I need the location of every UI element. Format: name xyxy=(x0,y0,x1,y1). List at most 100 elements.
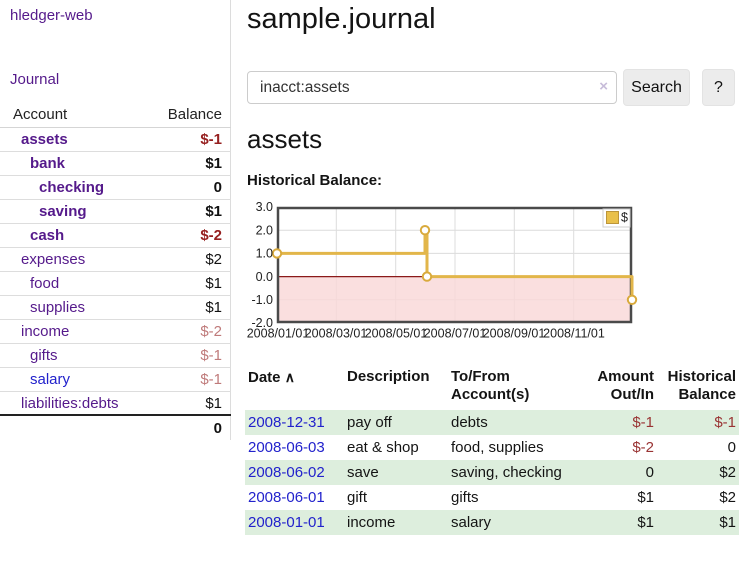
transaction-amount: $-2 xyxy=(632,439,654,456)
account-link-gifts[interactable]: gifts xyxy=(30,347,58,364)
transaction-date-link[interactable]: 2008-06-03 xyxy=(248,439,325,456)
register-header-row: Date ∧ Description To/From Account(s) Am… xyxy=(245,366,739,410)
transaction-accounts: saving, checking xyxy=(451,464,562,481)
account-link-food[interactable]: food xyxy=(30,275,60,292)
account-row-bank: bank $1 xyxy=(0,152,231,176)
account-link-supplies[interactable]: supplies xyxy=(30,299,86,316)
svg-text:0.0: 0.0 xyxy=(256,270,273,284)
account-balance: $1 xyxy=(205,394,222,412)
account-link-income[interactable]: income xyxy=(21,323,70,340)
account-row-expenses: expenses $2 xyxy=(0,248,231,272)
account-balance: $1 xyxy=(205,299,222,316)
account-link-expenses[interactable]: expenses xyxy=(21,251,86,268)
account-link-bank[interactable]: bank xyxy=(30,155,66,172)
transaction-amount: 0 xyxy=(645,464,654,481)
account-row-saving: saving $1 xyxy=(0,200,231,224)
transaction-date-link[interactable]: 2008-06-01 xyxy=(248,489,325,506)
help-button[interactable]: ? xyxy=(702,69,735,106)
svg-text:2008/01/01: 2008/01/01 xyxy=(247,327,310,341)
account-row-assets: assets $-1 xyxy=(0,128,231,152)
account-balance: $1 xyxy=(205,275,222,292)
transaction-accounts: debts xyxy=(451,414,488,431)
svg-text:2008/07/01: 2008/07/01 xyxy=(424,327,487,341)
chart-border xyxy=(276,206,633,324)
account-balance: $1 xyxy=(205,203,222,220)
account-link-checking[interactable]: checking xyxy=(39,179,105,196)
register-row: 2008-12-31 pay off debts $-1 $-1 xyxy=(245,410,739,435)
register-row: 2008-06-01 gift gifts $1 $2 xyxy=(245,485,739,510)
chart-legend: $ xyxy=(602,208,631,228)
register-table: Date ∧ Description To/From Account(s) Am… xyxy=(245,366,739,535)
transaction-description: pay off xyxy=(347,414,392,431)
transaction-description: eat & shop xyxy=(347,439,419,456)
transaction-date-link[interactable]: 2008-01-01 xyxy=(248,514,325,531)
transaction-date-link[interactable]: 2008-12-31 xyxy=(248,414,325,431)
account-row-gifts: gifts $-1 xyxy=(0,344,231,368)
legend-label: $ xyxy=(621,211,628,225)
account-balance: $-2 xyxy=(200,227,222,244)
register-row: 2008-06-03 eat & shop food, supplies $-2… xyxy=(245,435,739,460)
transaction-date-link[interactable]: 2008-06-02 xyxy=(248,464,325,481)
svg-text:-1.0: -1.0 xyxy=(251,293,273,307)
svg-text:2008/05/01: 2008/05/01 xyxy=(365,327,428,341)
svg-text:2008/11/01: 2008/11/01 xyxy=(543,327,605,341)
account-heading: assets xyxy=(247,124,323,154)
account-row-salary: salary $-1 xyxy=(0,368,231,392)
account-row-cash: cash $-2 xyxy=(0,224,231,248)
transaction-accounts: salary xyxy=(451,514,492,531)
y-axis-labels: 3.0 2.0 1.0 0.0 -1.0 -2.0 xyxy=(251,200,273,330)
account-link-cash[interactable]: cash xyxy=(30,227,65,244)
search-button[interactable]: Search xyxy=(623,69,690,106)
account-link-salary[interactable]: salary xyxy=(30,371,71,388)
accounts-table: Account Balance assets $-1 bank $1 check… xyxy=(0,102,231,440)
accounts-column-header: To/From Account(s) xyxy=(451,368,530,403)
account-balance: $2 xyxy=(205,251,222,268)
brand-link[interactable]: hledger-web xyxy=(10,7,93,24)
clear-search-icon[interactable]: × xyxy=(599,78,608,95)
total-balance: 0 xyxy=(213,419,222,437)
transaction-accounts: food, supplies xyxy=(451,439,544,456)
sidebar: hledger-web Journal Account Balance asse… xyxy=(0,0,231,440)
account-balance: $-1 xyxy=(200,371,222,388)
account-balance: $-1 xyxy=(200,347,222,364)
search-input[interactable] xyxy=(247,71,617,104)
x-axis-labels: 2008/01/01 2008/03/01 2008/05/01 2008/07… xyxy=(247,327,605,341)
transaction-description: save xyxy=(347,464,379,481)
page-title: sample.journal xyxy=(247,3,436,35)
account-link-assets[interactable]: assets xyxy=(21,131,68,148)
transaction-amount: $1 xyxy=(637,489,654,506)
register-row: 2008-01-01 income salary $1 $1 xyxy=(245,510,739,535)
balance-column-header: Balance xyxy=(167,106,222,123)
account-row-income: income $-2 xyxy=(0,320,231,344)
transaction-balance: $2 xyxy=(719,489,736,506)
account-row-checking: checking 0 xyxy=(0,176,231,200)
negative-region xyxy=(278,276,632,323)
svg-text:3.0: 3.0 xyxy=(256,200,273,214)
account-link-saving[interactable]: saving xyxy=(39,203,87,220)
transaction-description: income xyxy=(347,514,396,531)
transaction-balance: $-1 xyxy=(714,414,736,431)
accounts-table-header: Account Balance xyxy=(0,102,231,128)
historical-balance-chart: $ 3.0 2.0 1.0 0.0 -1.0 -2.0 2008/01/01 2… xyxy=(247,200,638,341)
chart-title: Historical Balance: xyxy=(247,172,383,189)
data-point-markers xyxy=(271,225,638,306)
date-header-label: Date xyxy=(248,369,281,386)
svg-text:2008/09/01: 2008/09/01 xyxy=(483,327,546,341)
account-row-food: food $1 xyxy=(0,272,231,296)
transaction-balance: 0 xyxy=(727,439,736,456)
balance-column-header: Historical Balance xyxy=(667,368,736,403)
svg-text:2008/03/01: 2008/03/01 xyxy=(305,327,368,341)
account-balance: $-2 xyxy=(200,323,222,340)
account-link-liabilities-debts[interactable]: liabilities:debts xyxy=(21,394,119,412)
transaction-amount: $-1 xyxy=(632,414,654,431)
sidebar-item-journal[interactable]: Journal xyxy=(10,71,60,88)
sort-ascending-icon: ∧ xyxy=(284,369,295,385)
legend-swatch xyxy=(606,211,619,224)
accounts-total-row: 0 xyxy=(0,416,231,440)
svg-text:2.0: 2.0 xyxy=(256,224,273,238)
amount-column-header: Amount Out/In xyxy=(597,368,654,403)
description-column-header: Description xyxy=(347,368,430,385)
transaction-description: gift xyxy=(347,489,368,506)
date-column-header[interactable]: Date ∧ xyxy=(245,366,344,410)
